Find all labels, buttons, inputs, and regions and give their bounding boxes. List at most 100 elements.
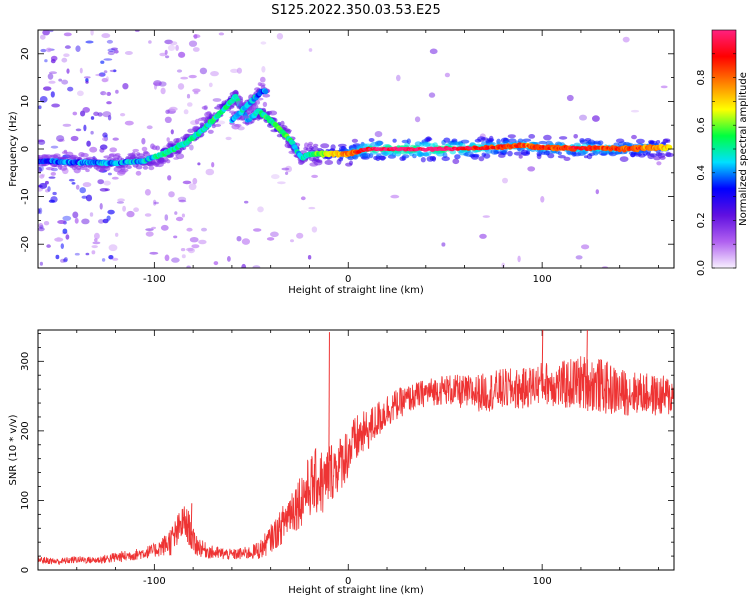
speckle-blob [193,34,198,39]
ridge-halo [166,159,171,164]
ridge-halo [573,134,578,139]
speckle-blob [144,189,151,196]
speckle-blob [100,91,107,96]
speckle-blob [290,239,294,243]
speckle-blob [47,186,51,192]
speckle-blob [100,60,105,64]
speckle-blob [103,92,108,96]
x-tick-label: 100 [533,274,552,285]
speckle-blob [141,137,146,145]
speckle-blob [56,135,65,142]
speckle-blob [180,76,189,80]
ridge-halo [528,134,536,139]
ridge-halo [619,156,629,163]
ridge-halo [207,129,214,134]
speckle-blob [205,168,215,176]
speckle-blob [52,191,57,196]
ridge-halo [379,155,386,161]
speckle-blob [90,130,94,135]
snr-y-ticks: 0 100 200 300 [20,333,674,573]
speckle-blob [48,30,54,33]
ridge-halo [507,134,516,139]
colorbar-ticks: 0.0 0.2 0.4 0.6 0.8 [696,53,736,276]
speckle-blob [230,68,239,73]
ridge-halo [320,143,330,149]
ridge-halo [79,167,88,170]
speckle-blob [145,228,154,232]
ridge-halo [114,153,121,157]
speckle-blob [482,215,490,218]
speckle-blob [50,59,56,64]
ridge-halo [108,153,115,158]
ridge-halo [148,165,155,171]
speckle-blob [85,252,90,256]
speckle-blob [65,234,70,240]
speckle-blob [107,172,112,176]
speckle-blob [311,174,318,178]
speckle-blob [111,176,119,180]
ridge-halo [132,148,139,153]
speckle-blob [90,116,95,120]
ridge-halo [307,141,314,146]
speckle-blob [75,128,82,132]
speckle-blob [63,53,70,57]
speckle-blob [396,74,401,82]
speckle-blob [153,201,159,205]
speckle-blob [271,174,280,180]
speckle-blob [102,111,112,118]
speckle-blob [62,258,68,263]
speckle-blob [79,187,86,194]
snr-x-label: Height of straight line (km) [288,585,424,596]
snr-spike [190,503,193,536]
speckle-blob [253,228,262,232]
ridge-halo [53,153,61,158]
speckle-blob [115,89,119,94]
speckle-blob [91,250,96,255]
speckle-blob [47,73,54,80]
speckle-blob [311,226,318,233]
speckle-blob [95,73,104,77]
speckle-blob [160,224,169,231]
speckle-blob [43,86,52,91]
snr-series-line [38,356,674,565]
y-tick-label: 200 [20,421,31,440]
ridge-halo [483,153,491,159]
speckle-blob [62,228,68,234]
ridge-halo [175,153,185,160]
speckle-blob [44,180,49,185]
speckle-blob [85,194,93,202]
speckle-blob [192,88,201,93]
ridge-halo [351,138,358,143]
ridge-halo [649,153,658,158]
ridge-halo [141,146,148,152]
ridge-halo [402,154,410,159]
ridge-halo [420,157,426,163]
speckle-blob [112,137,119,141]
x-tick-label: -100 [143,576,166,587]
speckle-blob [45,47,52,53]
spectrogram-ridge [38,76,674,176]
speckle-blob [188,183,197,191]
spectrogram-x-ticks: -100 0 100 [37,30,659,285]
speckle-blob [171,257,180,263]
speckle-blob [122,83,129,90]
speckle-blob [75,45,81,52]
ridge-halo [262,93,271,98]
colorbar-tick-label: 0.6 [696,117,707,133]
ridge-halo [525,150,531,155]
ridge-halo [557,155,566,159]
ridge-halo [480,137,489,141]
speckle-blob [178,51,186,58]
speckle-blob [62,215,72,221]
ridge-halo [234,123,242,127]
ridge-halo [213,123,222,127]
ridge-halo [142,165,149,170]
speckle-blob [106,91,112,96]
ridge-halo [489,135,494,141]
ridge-halo [392,138,397,143]
y-tick-label: 100 [20,491,31,510]
speckle-blob [183,109,189,115]
speckle-blob [97,112,103,117]
speckle-blob [225,136,232,141]
speckle-blob [517,255,521,263]
